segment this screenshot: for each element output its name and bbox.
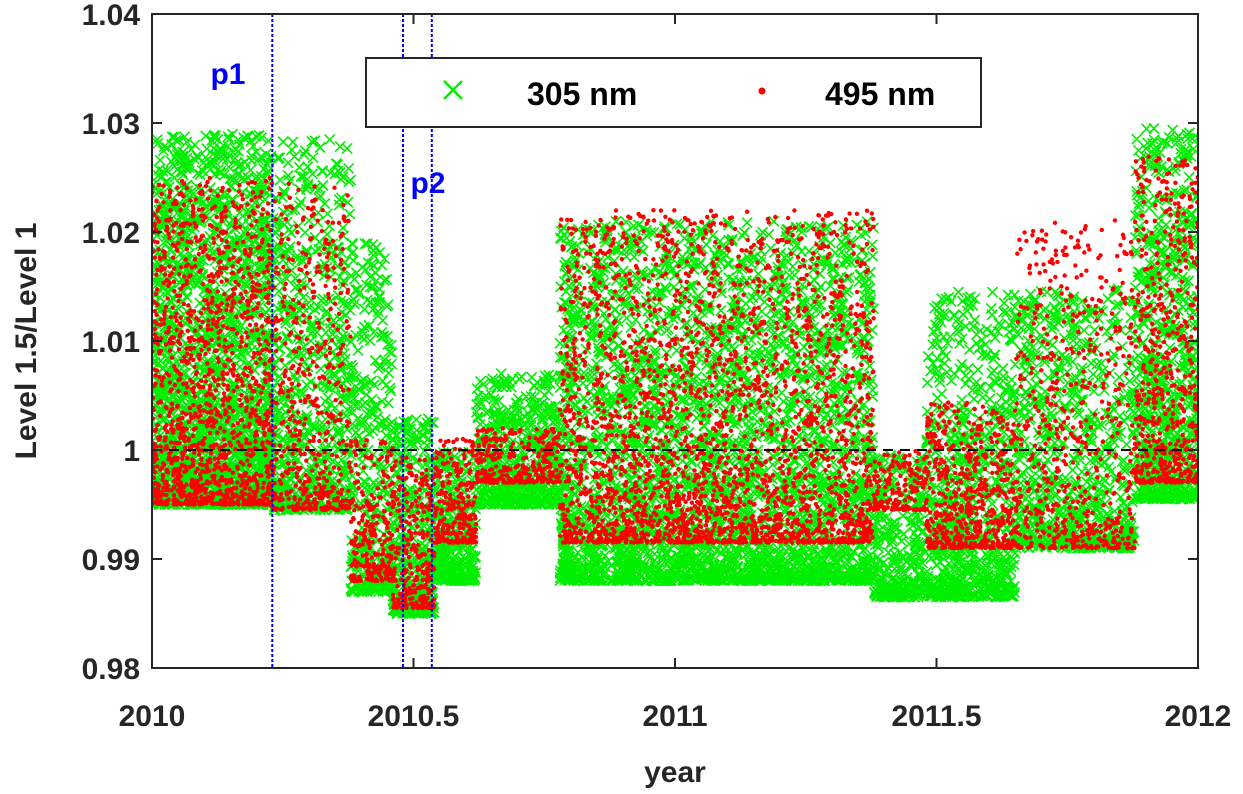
y-tick-label: 1.04	[82, 0, 141, 32]
legend-box	[365, 57, 982, 128]
series-marks	[557, 207, 876, 545]
series-marks	[923, 400, 1018, 551]
scatter-layer	[152, 122, 1198, 620]
series-495-nm	[152, 154, 1198, 611]
series-marks	[554, 215, 880, 587]
y-tick-label: 1	[123, 435, 140, 468]
p2-label: p2	[410, 167, 445, 200]
legend-marker-305	[443, 80, 463, 100]
axes-layer: 2010 2010.5 2011 2011.5 2012 0.98 0.99 1 1.01 1.0…	[82, 0, 1232, 733]
series-marks	[152, 175, 275, 507]
legend-label-305: 305 nm	[527, 76, 637, 112]
legend-label-495: 495 nm	[825, 76, 935, 112]
x-tick-label: 2011	[642, 700, 707, 733]
y-tick-label: 0.98	[82, 653, 140, 686]
series-marks	[871, 448, 929, 513]
series-marks	[348, 438, 395, 583]
y-tick-label: 1.03	[82, 108, 140, 141]
series-marks	[474, 426, 563, 485]
reference-layer: p1 p2	[152, 14, 1198, 668]
series-marks	[1133, 154, 1198, 485]
p1-label: p1	[210, 58, 245, 91]
y-tick-label: 0.99	[82, 544, 140, 577]
y-tick-label: 1.01	[82, 326, 140, 359]
y-tick-label: 1.02	[82, 217, 140, 250]
legend: 305 nm 495 nm	[365, 57, 982, 128]
series-marks	[1012, 218, 1138, 551]
x-axis-label: year	[644, 756, 706, 789]
x-tick-label: 2010	[119, 700, 186, 733]
series-marks	[270, 181, 353, 513]
x-tick-label: 2010.5	[368, 700, 460, 733]
series-marks	[432, 436, 479, 545]
x-tick-label: 2011.5	[891, 700, 981, 733]
series-marks	[390, 455, 437, 611]
legend-marker-495	[758, 87, 766, 95]
x-tick-label: 2012	[1165, 700, 1232, 733]
y-axis-label: Level 1.5/Level 1	[10, 223, 43, 460]
